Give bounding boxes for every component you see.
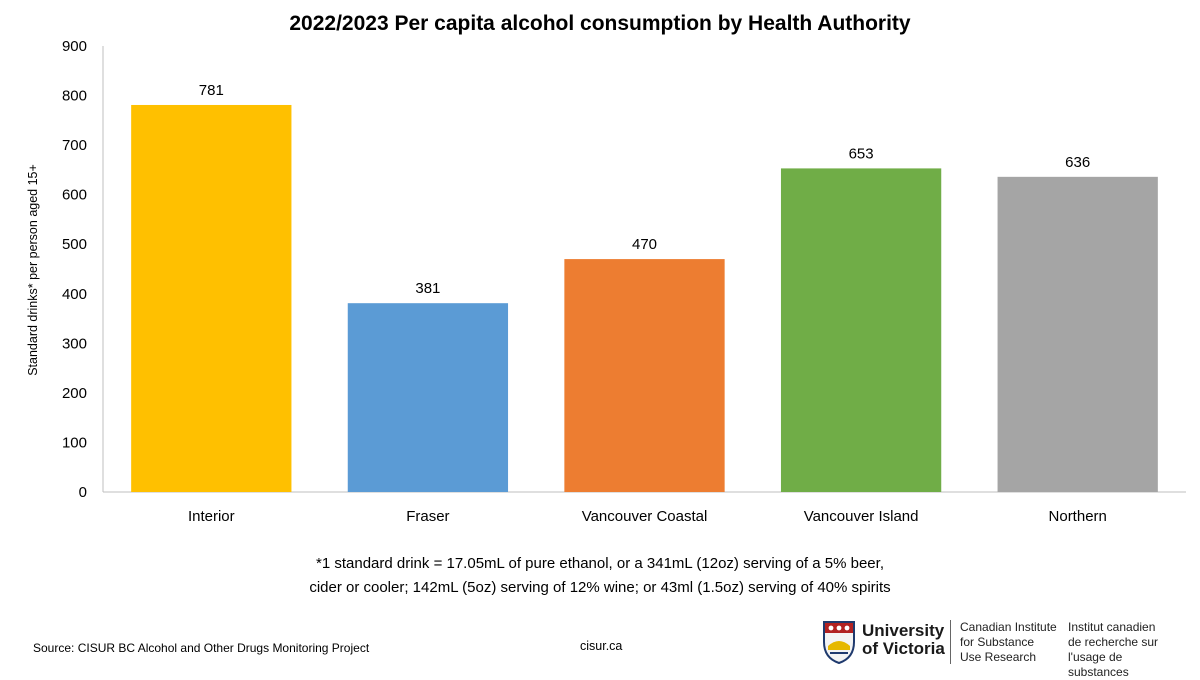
x-tick-label: Vancouver Coastal: [582, 508, 708, 525]
source-note: Source: CISUR BC Alcohol and Other Drugs…: [33, 641, 370, 655]
footnote-line-2: cider or cooler; 142mL (5oz) serving of …: [309, 579, 891, 596]
y-tick-label: 900: [62, 38, 87, 55]
cisur-fr-line-2: de recherche sur: [1068, 635, 1159, 649]
y-tick-label: 200: [62, 385, 87, 402]
data-label: 636: [1065, 154, 1090, 171]
data-label: 653: [849, 145, 874, 162]
x-tick-label: Interior: [188, 508, 235, 525]
bar-vancouver-coastal: [564, 259, 725, 492]
x-tick-label: Vancouver Island: [804, 508, 919, 525]
cisur-fr-line-3: l'usage de substances: [1068, 650, 1129, 679]
bar-fraser: [347, 303, 509, 492]
cisur-en-line-3: Use Research: [960, 650, 1037, 664]
bar-vancouver-island: [780, 168, 942, 492]
data-label: 381: [415, 280, 440, 297]
website-link[interactable]: cisur.ca: [580, 639, 623, 653]
footnote-line-1: *1 standard drink = 17.05mL of pure etha…: [316, 555, 884, 572]
y-tick-label: 600: [62, 187, 87, 204]
uvic-name-line-2: of Victoria: [862, 639, 945, 658]
uvic-crest-icon: [823, 621, 855, 664]
x-tick-label: Fraser: [406, 508, 449, 525]
chart-title: 2022/2023 Per capita alcohol consumption…: [289, 12, 911, 35]
cisur-en-line-2: for Substance: [960, 635, 1035, 649]
bar-interior: [131, 104, 292, 493]
y-tick-label: 400: [62, 286, 87, 303]
y-tick-label: 800: [62, 88, 87, 105]
y-tick-label: 300: [62, 335, 87, 352]
cisur-fr-line-1: Institut canadien: [1068, 620, 1156, 634]
y-tick-label: 100: [62, 434, 87, 451]
x-tick-label: Northern: [1049, 508, 1107, 525]
bar-chart: 0 100 200 300 400 500 600 700 800 900 781 Interior 3…: [62, 38, 1186, 525]
uvic-cisur-logo: University of Victoria Canadian Institut…: [822, 618, 1182, 679]
y-tick-label: 0: [79, 484, 87, 501]
y-tick-label: 500: [62, 236, 87, 253]
uvic-name-line-1: University: [862, 621, 945, 640]
data-label: 470: [632, 236, 657, 253]
y-axis-label: Standard drinks* per person aged 15+: [26, 164, 40, 376]
logo-divider: [950, 620, 951, 664]
data-label: 781: [199, 82, 224, 99]
y-tick-label: 700: [62, 137, 87, 154]
cisur-en-line-1: Canadian Institute: [960, 620, 1057, 634]
bar-northern: [997, 176, 1158, 492]
